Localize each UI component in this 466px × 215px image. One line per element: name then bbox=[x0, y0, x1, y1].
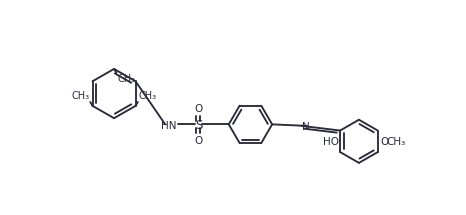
Text: N: N bbox=[302, 122, 310, 132]
Text: HO: HO bbox=[322, 137, 339, 147]
Text: CH₃: CH₃ bbox=[117, 74, 135, 84]
Text: S: S bbox=[195, 119, 202, 132]
Text: O: O bbox=[380, 137, 388, 147]
Text: HN: HN bbox=[161, 121, 176, 131]
Text: CH₃: CH₃ bbox=[386, 137, 405, 147]
Text: CH₃: CH₃ bbox=[71, 91, 89, 101]
Text: O: O bbox=[194, 104, 203, 114]
Text: CH₃: CH₃ bbox=[138, 91, 157, 101]
Text: O: O bbox=[194, 136, 203, 146]
